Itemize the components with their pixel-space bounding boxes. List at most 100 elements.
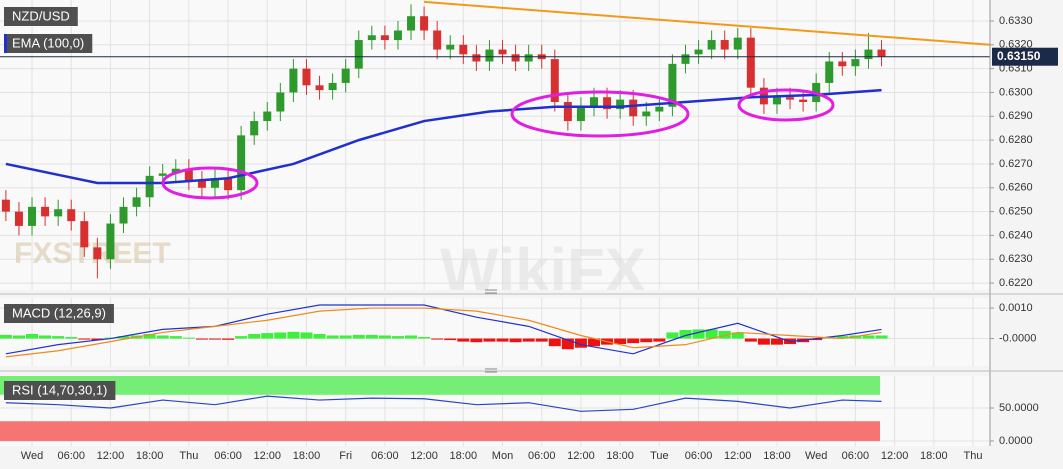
histogram-bar [235, 336, 248, 339]
candle-body [576, 106, 585, 122]
x-tick-label: 12:00 [97, 450, 125, 462]
candle-body [263, 111, 272, 122]
y-tick-label: 0.0010 [999, 302, 1033, 314]
histogram-bar [483, 338, 496, 342]
price-panel [0, 0, 990, 290]
candle-body [433, 30, 442, 50]
candle-body [184, 168, 193, 181]
candle-body [367, 35, 376, 41]
candle-body [250, 121, 259, 136]
candle-body [590, 97, 598, 107]
x-tick-label: Thu [179, 450, 198, 462]
histogram-bar [588, 338, 600, 347]
label-accent [4, 34, 7, 53]
panel-marks [0, 376, 882, 441]
histogram-bar [182, 337, 195, 339]
candle-body [132, 197, 141, 207]
candle-body [14, 211, 23, 226]
last-price-label: 0.63150 [997, 49, 1041, 63]
histogram-bar [862, 335, 875, 339]
candle-body [197, 180, 206, 188]
histogram-bar [627, 338, 640, 344]
x-tick-label: 18:00 [136, 450, 164, 462]
candle-body [825, 61, 834, 83]
x-tick-label: 18:00 [920, 450, 948, 462]
highlight-ellipse [161, 166, 259, 200]
overlay: 0.6220 0.6230 0.6240 0.6250 0.6260 0.6270 0.62… [4, 7, 1058, 462]
histogram-bar [52, 336, 65, 339]
candle-body [393, 30, 402, 41]
label-text: MACD (12,26,9) [12, 305, 106, 320]
histogram-bar [561, 338, 574, 350]
indicator-label: MACD (12,26,9) [4, 304, 114, 323]
histogram-bar [12, 335, 25, 339]
candle-body [655, 106, 664, 112]
candle-body [54, 209, 63, 217]
candle-body [550, 59, 559, 102]
histogram-bar [496, 338, 509, 342]
candle-body [733, 37, 742, 50]
histogram-bar [208, 338, 221, 340]
candle-body [694, 49, 703, 55]
histogram-bar [444, 338, 457, 341]
candle-body [511, 54, 520, 62]
y-tick-label: 0.6240 [999, 229, 1033, 241]
label-box [4, 304, 114, 323]
grid [0, 0, 990, 446]
candle-body [171, 168, 180, 174]
candle-body [106, 223, 115, 260]
candle-body [799, 99, 808, 102]
label-accent [4, 304, 7, 323]
indicator-label: EMA (100,0) [4, 34, 93, 53]
ema-line [5, 88, 882, 185]
histogram-bar [222, 338, 235, 340]
candle-body [629, 99, 638, 117]
histogram-bar [718, 330, 731, 339]
histogram-bar [65, 337, 78, 339]
x-tick-label: 12:00 [724, 450, 752, 462]
candle-body [289, 68, 298, 93]
candle-body [407, 16, 416, 31]
y-tick-label: 0.6260 [999, 182, 1033, 194]
histogram-bar [274, 332, 287, 339]
histogram-bar [705, 329, 718, 339]
histogram-bar [26, 333, 39, 339]
histogram-bar [248, 333, 261, 339]
x-tick-label: Tue [650, 450, 669, 462]
label-accent [4, 381, 7, 400]
rsi-band [0, 421, 880, 441]
candle-body [80, 221, 89, 248]
highlight-ellipse [737, 88, 835, 122]
histogram-bar [418, 337, 431, 339]
candle-body [746, 37, 755, 88]
candle-body [420, 16, 429, 31]
histogram-bar [339, 335, 352, 339]
x-tick-label: 06:00 [685, 450, 713, 462]
resize-handle[interactable] [485, 368, 497, 373]
x-tick-label: 18:00 [450, 450, 478, 462]
candle-body [276, 92, 285, 112]
histogram-bar [117, 336, 130, 339]
candle-body [707, 40, 716, 50]
label-text: RSI (14,70,30,1) [12, 382, 107, 397]
rsi-line [5, 395, 882, 412]
histogram-bar [287, 331, 300, 339]
x-tick-label: 06:00 [57, 450, 85, 462]
indicator-label: RSI (14,70,30,1) [4, 381, 116, 400]
candle-body [302, 68, 311, 86]
label-box [4, 34, 93, 53]
histogram-bar [326, 335, 339, 339]
candle-body [459, 44, 468, 55]
candle-body [851, 59, 860, 67]
resize-handle[interactable] [485, 289, 497, 294]
candle-body [524, 54, 533, 62]
histogram-bar [261, 333, 274, 339]
x-tick-label: 06:00 [528, 450, 556, 462]
label-box [4, 381, 116, 400]
candle-body [41, 206, 50, 217]
x-tick-label: 18:00 [763, 450, 791, 462]
histogram-bar [431, 338, 444, 340]
y-tick-label: 0.6320 [999, 39, 1033, 51]
y-tick-label: 0.6300 [999, 86, 1033, 98]
